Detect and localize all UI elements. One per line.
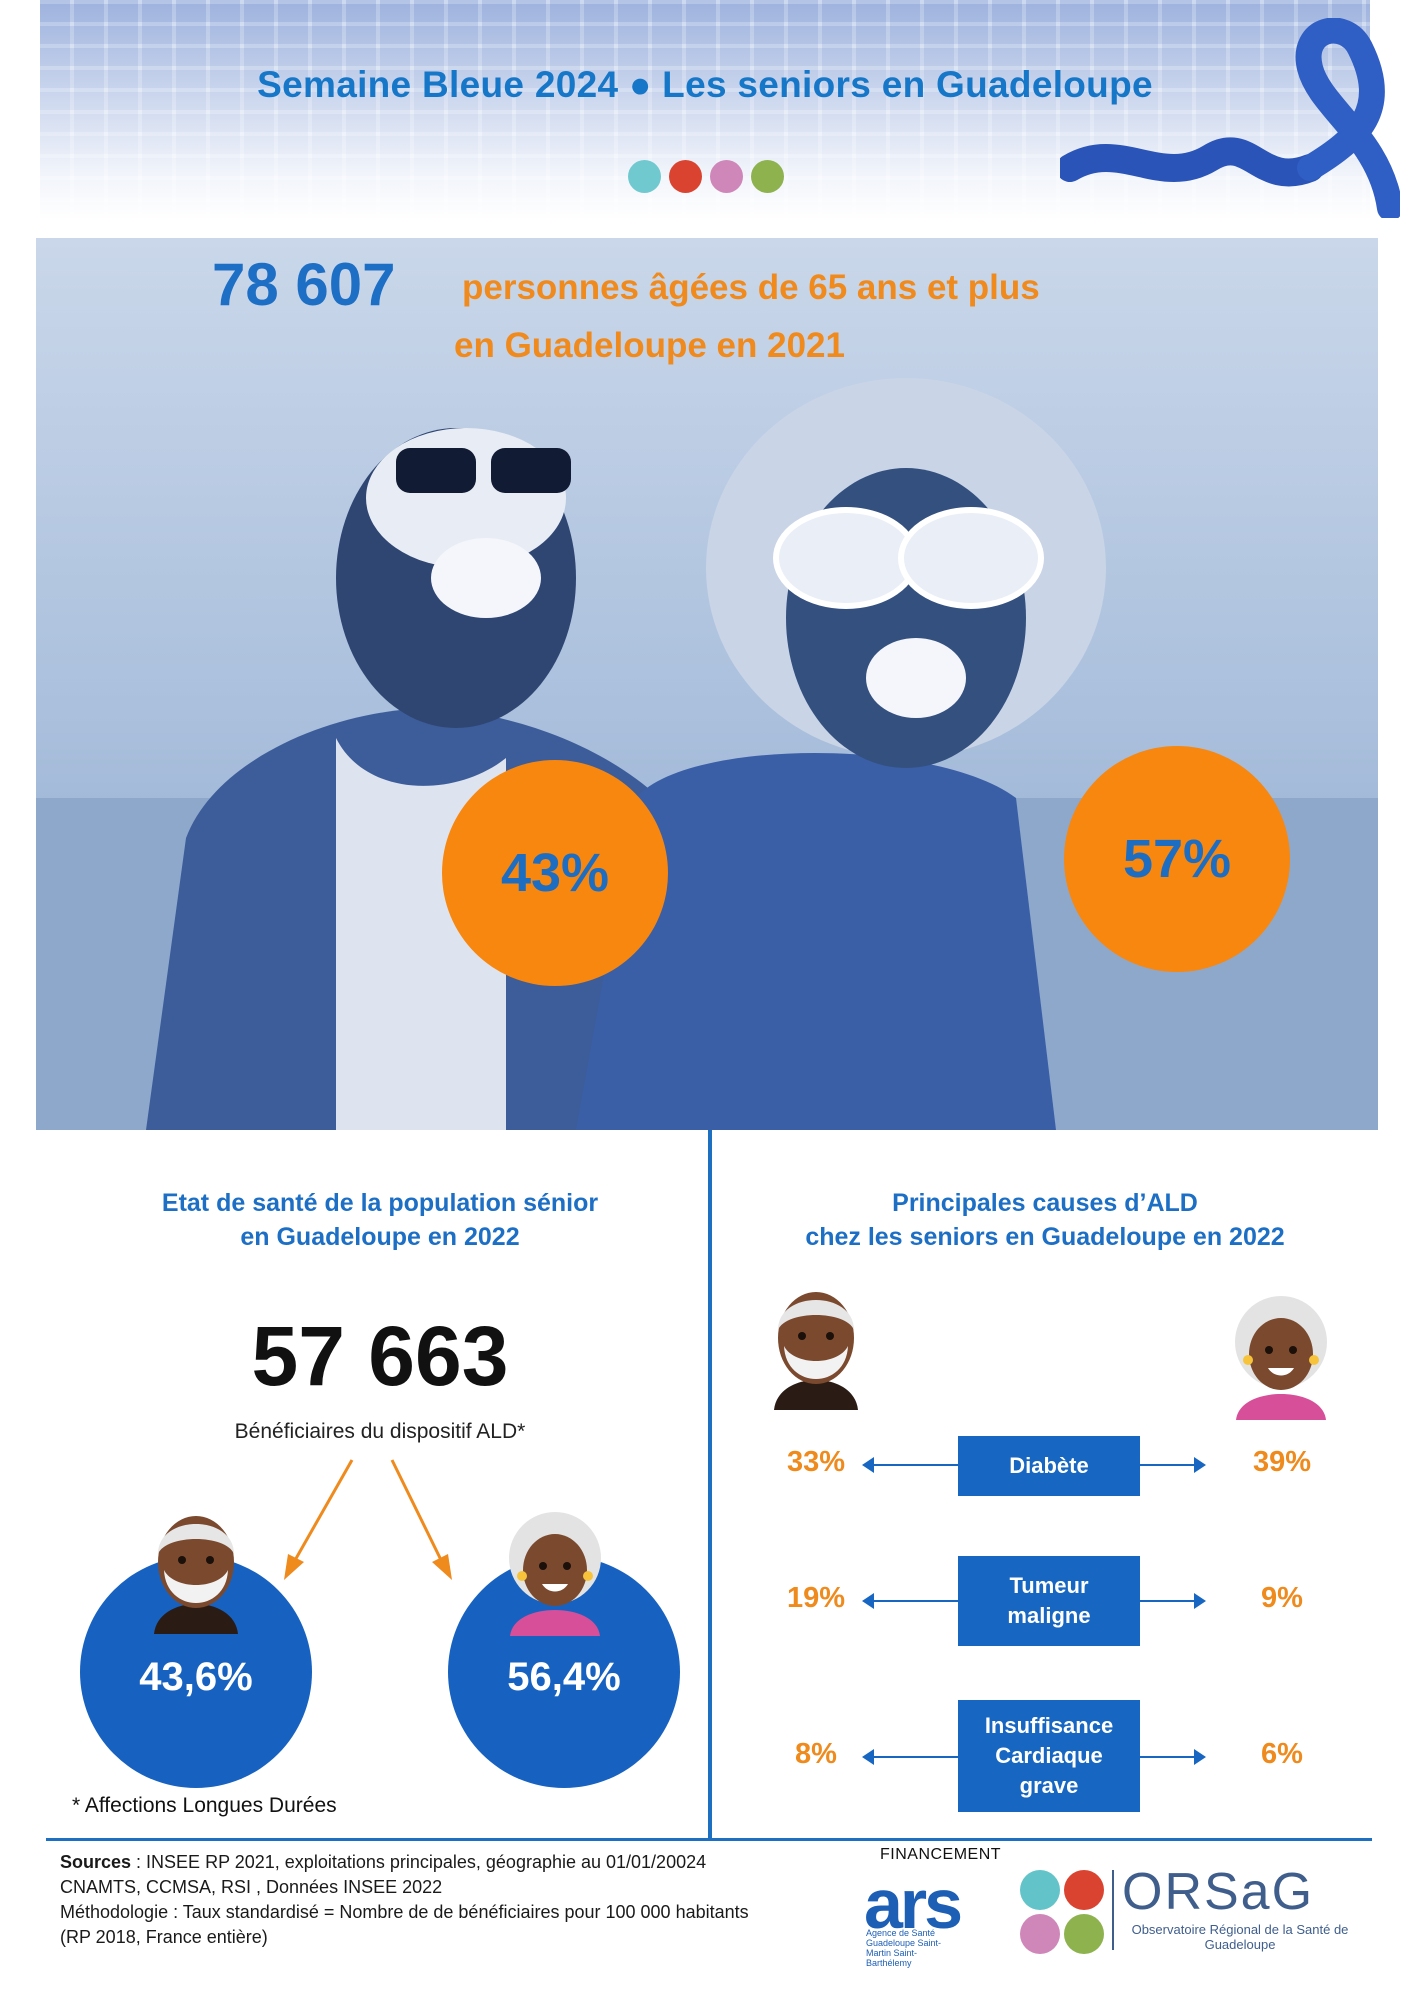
cause-2-men-pct: 19% [786, 1582, 846, 1614]
men-share-circle: 43% [442, 760, 668, 986]
cause-3-label: Insuffisance Cardiaque grave [984, 1713, 1114, 1798]
cause-1-label: Diabète [1009, 1453, 1089, 1478]
seniors-couple-illustration [36, 378, 1378, 1130]
cause-3-men-pct: 8% [795, 1738, 837, 1770]
cause-3-left-arrow [862, 1749, 958, 1765]
vertical-divider [708, 1130, 712, 1840]
ars-logo-subtitle: Agence de Santé Guadeloupe Saint-Martin … [866, 1928, 942, 1968]
cause-1-box: Diabète [958, 1436, 1140, 1496]
cause-3-right-arrow [1140, 1749, 1206, 1765]
orsag-logo-text: ORSaG [1122, 1863, 1315, 1921]
orsag-logo-subtitle: Observatoire Régional de la Santé de Gua… [1131, 1922, 1349, 1952]
sources-line1: Sources : INSEE RP 2021, exploitations p… [60, 1850, 860, 1875]
cause-2-box: Tumeur maligne [958, 1556, 1140, 1646]
page-title: Semaine Bleue 2024 ● Les seniors en Guad… [257, 64, 1153, 105]
senior-count-label-line2: en Guadeloupe en 2021 [454, 326, 845, 365]
health-icons-cluster [1020, 1870, 1104, 1954]
split-arrows-icon [284, 1459, 452, 1580]
seniors-photo: 78 607 personnes âgées de 65 ans et plus… [36, 238, 1378, 1130]
sources-line3: Méthodologie : Taux standardisé = Nombre… [60, 1902, 749, 1922]
senior-count: 78 607 [212, 251, 396, 318]
dot-pink [710, 160, 743, 193]
men-ald-value: 43,6% [139, 1654, 253, 1699]
women-share-circle: 57% [1064, 746, 1290, 972]
cause-1-women-pct: 39% [1252, 1446, 1312, 1478]
cause-1-right-arrow [1140, 1457, 1206, 1473]
sources-line2: CNAMTS, CCMSA, RSI , Données INSEE 2022 [60, 1877, 443, 1897]
color-dots [628, 160, 784, 193]
cause-2-right-arrow [1140, 1593, 1206, 1609]
ald-beneficiaries-count: 57 663 [251, 1309, 509, 1403]
ald-section-title: Principales causes d’ALD chez les senior… [720, 1186, 1370, 1254]
cause-3-women-pct: 6% [1261, 1738, 1303, 1770]
dot-teal [628, 160, 661, 193]
cause-1-men-pct: 33% [786, 1446, 846, 1478]
health-section-title: Etat de santé de la population sénior en… [60, 1186, 700, 1254]
ald-title-line2: chez les seniors en Guadeloupe en 2022 [805, 1223, 1285, 1251]
health-title-line2: en Guadeloupe en 2022 [240, 1223, 520, 1251]
dot-green [751, 160, 784, 193]
cause-2-left-arrow [862, 1593, 958, 1609]
header-banner: Semaine Bleue 2024 ● Les seniors en Guad… [40, 0, 1370, 220]
sources-line1-text: : INSEE RP 2021, exploitations principal… [131, 1852, 707, 1872]
health-title-line1: Etat de santé de la population sénior [161, 1189, 599, 1217]
sources-label: Sources [60, 1852, 132, 1872]
ald-title-line1: Principales causes d’ALD [892, 1189, 1198, 1217]
cause-2-label: Tumeur maligne [1007, 1573, 1091, 1628]
ald-beneficiaries-label: Bénéficiaires du dispositif ALD* [234, 1420, 526, 1443]
senior-man-avatar-right [774, 1292, 858, 1410]
sources-line4: (RP 2018, France entière) [60, 1927, 268, 1947]
men-share-value: 43% [500, 843, 610, 903]
cause-2-women-pct: 9% [1261, 1582, 1303, 1614]
sources-block: Sources : INSEE RP 2021, exploitations p… [60, 1850, 860, 1950]
ars-logo: ars [864, 1864, 963, 1944]
ald-footnote: * Affections Longues Durées [72, 1794, 337, 1817]
women-share-value: 57% [1122, 829, 1232, 889]
ars-logo-text: ars [864, 1865, 963, 1943]
financement-label: FINANCEMENT [880, 1846, 1002, 1863]
senior-count-label-line1: personnes âgées de 65 ans et plus [462, 268, 1040, 307]
cause-1-left-arrow [862, 1457, 958, 1473]
blue-ribbon-icon [1060, 18, 1400, 218]
footer-divider [46, 1838, 1372, 1841]
cause-3-box: Insuffisance Cardiaque grave [958, 1700, 1140, 1812]
dot-red [669, 160, 702, 193]
senior-woman-avatar [509, 1512, 601, 1636]
women-ald-value: 56,4% [507, 1654, 621, 1699]
senior-woman-avatar-right [1235, 1296, 1327, 1420]
senior-man-avatar [154, 1516, 238, 1634]
orsag-divider [1112, 1870, 1114, 1950]
